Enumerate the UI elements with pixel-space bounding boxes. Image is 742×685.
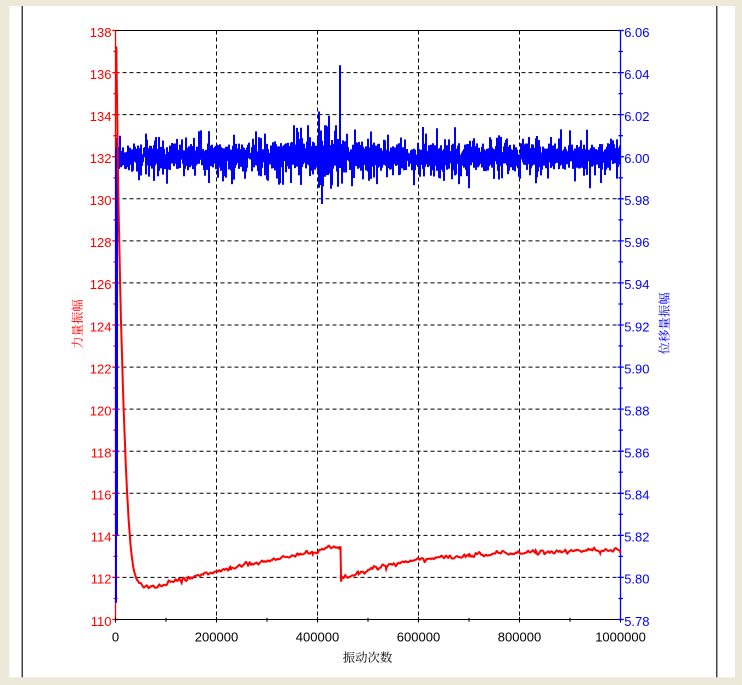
- svg-text:138: 138: [90, 25, 112, 40]
- svg-text:1000000: 1000000: [595, 629, 646, 644]
- svg-text:114: 114: [91, 530, 112, 545]
- svg-text:5.78: 5.78: [624, 614, 649, 629]
- svg-text:5.84: 5.84: [624, 488, 649, 503]
- svg-text:112: 112: [91, 572, 112, 587]
- svg-text:6.06: 6.06: [624, 25, 649, 40]
- svg-text:800000: 800000: [498, 629, 541, 644]
- svg-text:400000: 400000: [296, 629, 339, 644]
- svg-text:116: 116: [91, 488, 112, 503]
- svg-text:130: 130: [90, 193, 112, 208]
- svg-text:134: 134: [90, 109, 112, 124]
- svg-text:5.88: 5.88: [624, 403, 649, 418]
- svg-text:5.92: 5.92: [624, 319, 649, 334]
- svg-text:6.04: 6.04: [624, 67, 649, 82]
- svg-text:5.98: 5.98: [624, 193, 649, 208]
- svg-text:118: 118: [91, 446, 112, 461]
- svg-text:136: 136: [90, 67, 112, 82]
- svg-text:122: 122: [90, 361, 112, 376]
- svg-text:5.82: 5.82: [624, 530, 649, 545]
- svg-text:120: 120: [90, 403, 112, 418]
- svg-text:600000: 600000: [397, 629, 440, 644]
- svg-text:5.80: 5.80: [624, 572, 649, 587]
- svg-text:132: 132: [90, 151, 112, 166]
- svg-text:5.90: 5.90: [624, 361, 649, 376]
- svg-text:0: 0: [112, 629, 119, 644]
- svg-text:5.96: 5.96: [624, 235, 649, 250]
- svg-text:128: 128: [90, 235, 112, 250]
- svg-text:200000: 200000: [195, 629, 238, 644]
- svg-text:6.02: 6.02: [624, 109, 649, 124]
- svg-text:5.86: 5.86: [624, 446, 649, 461]
- svg-text:126: 126: [90, 277, 112, 292]
- svg-text:124: 124: [90, 319, 112, 334]
- svg-text:110: 110: [91, 614, 112, 629]
- svg-text:5.94: 5.94: [624, 277, 649, 292]
- svg-text:6.00: 6.00: [624, 151, 649, 166]
